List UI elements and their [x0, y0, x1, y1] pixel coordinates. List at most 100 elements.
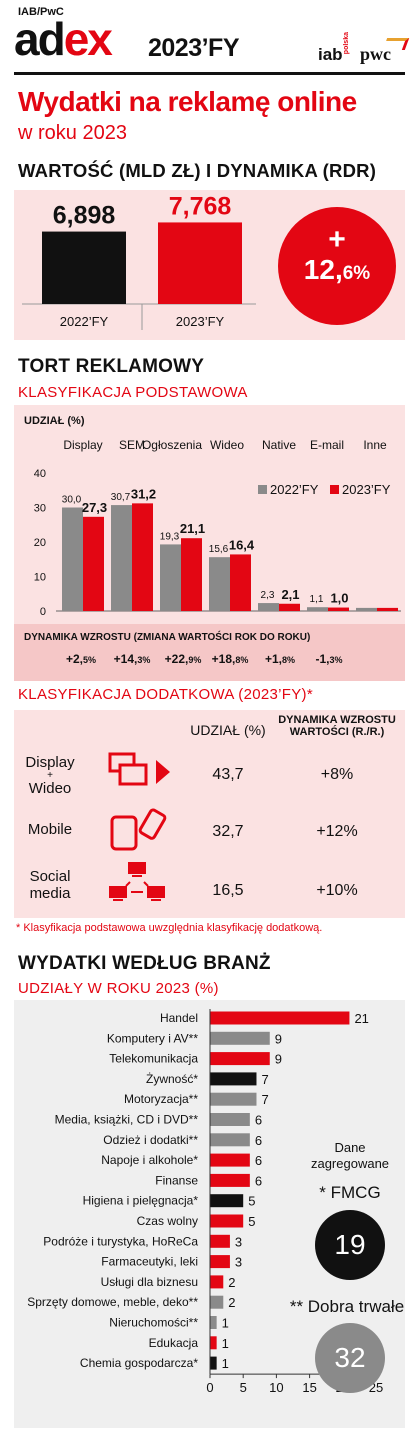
industry-bar: [210, 1173, 250, 1187]
section-industries-title: WYDATKI WEDŁUG BRANŻ: [18, 953, 271, 974]
page-subtitle: w roku 2023: [18, 122, 127, 144]
industry-value: 9: [275, 1052, 282, 1067]
legend-swatch: [330, 485, 339, 494]
industry-bar: [210, 1316, 217, 1329]
section-pie-subtitle: KLASYFIKACJA PODSTAWOWA: [18, 384, 248, 401]
legend-swatch: [258, 485, 267, 494]
iab-logo: iab: [317, 45, 343, 65]
share-bar-label: 27,3: [82, 500, 107, 515]
value-bar: [158, 222, 242, 304]
brand-part-ad: ad: [14, 13, 66, 65]
industry-bar: [210, 1194, 244, 1208]
industry-value: 6: [255, 1153, 262, 1168]
share-bar-label: 19,3: [160, 531, 180, 542]
share-bar-label: 21,1: [180, 521, 205, 536]
share-bar-label: 30,0: [62, 495, 82, 506]
value-bar-label: 6,898: [53, 202, 116, 230]
industry-value: 9: [275, 1031, 282, 1046]
x-tick-label: 5: [240, 1380, 247, 1395]
col-dyn-header: DYNAMIKA WZROSTU WARTOŚCI (R./R.): [278, 714, 396, 738]
industry-label: Higiena i pielęgnacja*: [83, 1194, 199, 1208]
industry-bar: [210, 1133, 250, 1147]
industry-value: 21: [354, 1011, 368, 1026]
share-bar: [181, 538, 202, 611]
industry-label: Napoje i alkohole*: [101, 1153, 198, 1167]
industry-label: Usługi dla biznesu: [101, 1275, 198, 1289]
section-industries-subtitle: UDZIAŁY W ROKU 2023 (%): [18, 980, 219, 997]
share-bar-label: 1,0: [330, 591, 348, 606]
row-dynamics: +8%: [320, 766, 354, 783]
growth-value: 12,: [303, 254, 343, 285]
row-label-display-video: Display + Wideo: [25, 754, 75, 797]
legend-label: 2023’FY: [342, 482, 391, 497]
industry-value: 3: [235, 1255, 242, 1270]
industry-value: 1: [222, 1316, 229, 1331]
industry-label: Finanse: [155, 1173, 198, 1187]
section-value-title: WARTOŚĆ (MLD ZŁ) I DYNAMIKA (RDR): [18, 160, 377, 181]
share-label: UDZIAŁ (%): [24, 415, 85, 427]
industries-panel: Handel 21 Komputery i AV** 9 Telekomunikacja…: [14, 1000, 405, 1428]
share-bar-label: 15,6: [209, 544, 229, 555]
industry-label: Edukacja: [149, 1336, 199, 1350]
display-video-icon: [108, 752, 170, 786]
industry-value: 7: [261, 1072, 268, 1087]
iab-logo-sub: polska: [342, 32, 350, 55]
section-pie-title: TORT REKLAMOWY: [18, 356, 205, 377]
category-label: SEM: [119, 438, 145, 452]
industry-label: Telekomunikacja: [109, 1052, 198, 1066]
industry-value: 6: [255, 1133, 262, 1148]
growth-badge: + 12,6%: [278, 207, 396, 325]
dynamics-strip: DYNAMIKA WZROSTU (ZMIANA WARTOŚCI ROK DO…: [14, 624, 405, 681]
mobile-devices-icon: [110, 808, 167, 851]
category-label: Display: [63, 438, 102, 452]
row-share: 16,5: [212, 882, 244, 899]
industry-label: Nieruchomości**: [109, 1316, 198, 1330]
industry-bar: [210, 1031, 270, 1045]
share-bar: [209, 557, 230, 611]
industry-bar: [210, 1092, 257, 1106]
industry-value: 3: [235, 1234, 242, 1249]
industry-label: Czas wolny: [137, 1214, 198, 1228]
durable-goods-value-circle: 32: [315, 1323, 385, 1393]
legend-label: 2022’FY: [270, 482, 319, 497]
industry-label: Chemia gospodarcza*: [80, 1356, 198, 1370]
share-bar: [356, 607, 377, 611]
industry-bar: [210, 1072, 257, 1086]
row-label-mobile: Mobile: [27, 821, 73, 838]
share-bar: [111, 505, 132, 611]
brand-part-ex: ex: [63, 13, 113, 65]
industry-label: Sprzęty domowe, meble, deko**: [27, 1295, 198, 1309]
industry-bar: [210, 1336, 217, 1350]
share-bar: [328, 607, 349, 611]
industry-value: 1: [222, 1356, 229, 1371]
industry-bar: [210, 1275, 224, 1289]
industry-label: Żywność*: [146, 1072, 198, 1086]
dynamics-value: +1,8%: [264, 652, 296, 666]
industry-label: Odzież i dodatki**: [103, 1133, 198, 1147]
industry-bar: [210, 1214, 244, 1228]
dynamics-value: +2,5%: [65, 652, 97, 666]
footnote: * Klasyfikacja podstawowa uwzględnia kla…: [16, 922, 323, 934]
category-label: Native: [262, 438, 296, 452]
share-bar: [62, 507, 83, 611]
share-bar-label: 2,1: [281, 587, 299, 602]
dynamics-value: +18,8%: [211, 652, 249, 666]
share-bar: [258, 603, 279, 611]
row-label-social-media: Social media: [29, 868, 71, 902]
industry-label: Motoryzacja**: [124, 1092, 198, 1106]
y-tick-label: 10: [34, 572, 46, 584]
share-bar: [377, 607, 398, 611]
share-bar: [132, 503, 153, 611]
industry-label: Handel: [160, 1011, 198, 1025]
growth-sign: +: [328, 223, 346, 256]
share-bar: [230, 554, 251, 611]
social-network-icon: [109, 862, 165, 901]
industry-value: 7: [261, 1092, 268, 1107]
publisher-label: IAB/PwC: [18, 6, 64, 18]
industry-value: 6: [255, 1173, 262, 1188]
industry-value: 5: [248, 1214, 255, 1229]
header-rule: [14, 72, 405, 75]
industry-bar: [210, 1234, 230, 1248]
